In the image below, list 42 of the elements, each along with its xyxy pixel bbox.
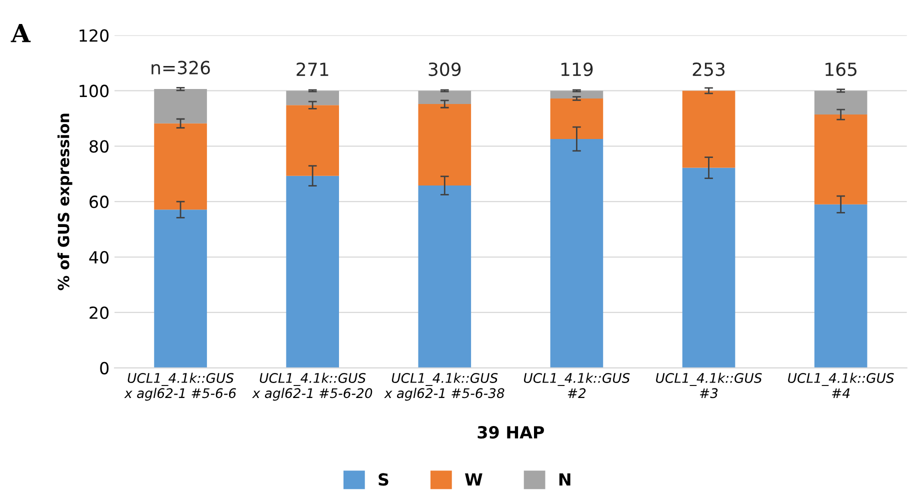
bar <box>814 114 868 204</box>
bar <box>154 123 207 210</box>
bar <box>550 90 604 98</box>
text: A <box>10 24 31 42</box>
bar <box>286 105 339 176</box>
y-tick-label: 80 <box>90 140 109 153</box>
bar <box>814 90 868 115</box>
y-tick-label: 100 <box>80 84 109 98</box>
x-tick-label: UCL1_4.1k::GUS #2 <box>524 372 630 398</box>
bar <box>154 210 207 368</box>
legend-label: N <box>559 473 570 486</box>
bar <box>154 89 207 124</box>
x-tick-label: UCL1_4.1k::GUS x agl62-1 #5-6-20 <box>252 372 372 401</box>
bar <box>814 204 868 368</box>
bar <box>550 98 604 139</box>
annotation: 165 <box>826 62 856 76</box>
bar <box>682 168 736 368</box>
bar <box>418 186 472 368</box>
bar <box>418 104 472 186</box>
x-tick-label: UCL1_4.1k::GUS #4 <box>788 372 894 398</box>
annotation: 309 <box>428 62 461 76</box>
annotation: 253 <box>692 62 725 76</box>
bar <box>286 176 339 368</box>
x-axis-title: 39 HAP <box>478 426 544 439</box>
legend-label: W <box>465 473 482 486</box>
y-tick-label: 20 <box>90 306 109 320</box>
y-axis-title: % of GUS expression <box>57 114 72 290</box>
annotation: 119 <box>561 62 593 76</box>
annotation: 271 <box>296 62 328 76</box>
x-tick-label: UCL1_4.1k::GUS #3 <box>656 372 762 398</box>
bar <box>550 138 604 368</box>
x-tick-label: UCL1_4.1k::GUS x agl62-1 #5-6-6 <box>124 372 236 401</box>
bar <box>286 90 339 106</box>
y-tick-label: 60 <box>90 196 109 208</box>
y-tick-label: 40 <box>89 251 109 264</box>
legend-label: S <box>378 473 388 486</box>
x-tick-label: UCL1_4.1k::GUS x agl62-1 #5-6-38 <box>384 372 504 401</box>
annotation: n=326 <box>152 60 210 74</box>
y-tick-label: 120 <box>80 29 109 42</box>
y-tick-label: 0 <box>100 362 109 374</box>
bar <box>682 90 736 168</box>
bar <box>418 90 472 104</box>
